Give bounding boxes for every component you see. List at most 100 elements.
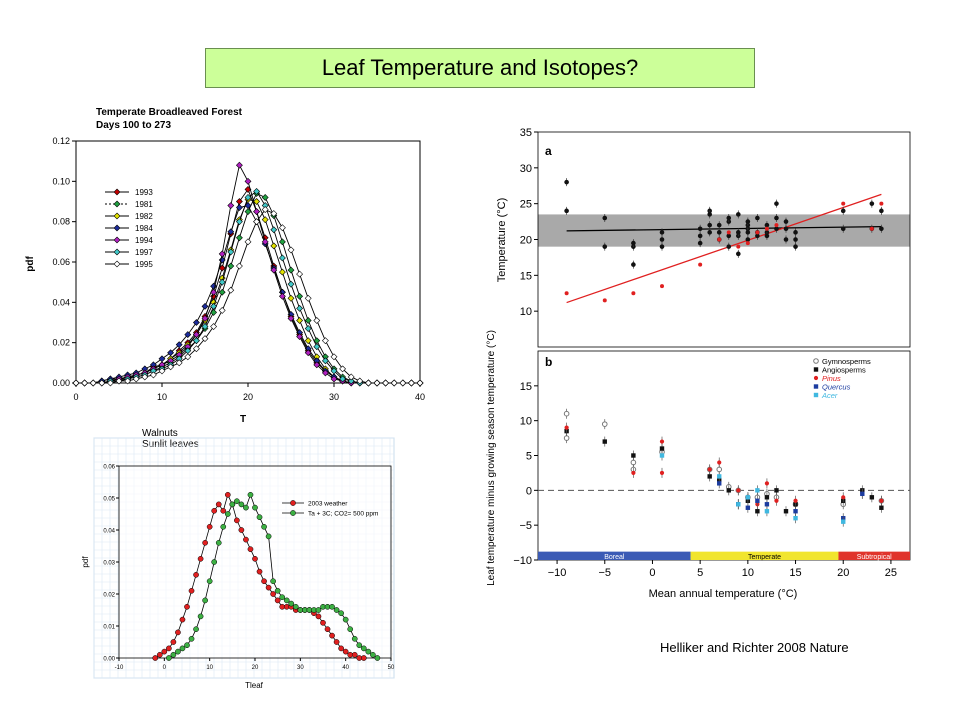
panel-a-red-point xyxy=(755,230,760,235)
panel-b-xtick-label: 5 xyxy=(697,567,703,579)
forest-point xyxy=(321,369,329,377)
panel-a-black-point xyxy=(840,208,846,214)
forest-point xyxy=(278,224,286,232)
forest-point xyxy=(115,377,123,385)
walnut-point xyxy=(243,504,249,511)
forest-point xyxy=(313,361,321,369)
panel-b-xtick-label: −10 xyxy=(548,567,567,579)
walnut-point xyxy=(184,642,190,649)
panel-b-xtick-label: 10 xyxy=(742,567,754,579)
forest-point xyxy=(356,377,364,385)
panel-a-red-point xyxy=(564,291,569,296)
panel-a-black-point xyxy=(764,233,770,239)
walnut-point xyxy=(197,555,204,562)
forest-point xyxy=(296,333,304,341)
walnut-xtick-label: 40 xyxy=(342,665,349,671)
panel-a-black-point xyxy=(783,226,789,232)
forest-point xyxy=(210,323,218,330)
panel-b-legend-marker xyxy=(813,375,819,381)
walnut-subtitle: Sunlit leaves xyxy=(142,439,199,450)
forest-point xyxy=(253,187,261,195)
panel-a-black-point xyxy=(793,230,798,235)
walnut-point xyxy=(315,613,322,620)
walnut-xtick-label: 30 xyxy=(297,665,304,671)
walnut-point xyxy=(347,626,354,633)
forest-ylabel: pdf xyxy=(25,256,36,272)
panel-a-black-point xyxy=(697,240,703,246)
forest-point xyxy=(390,379,398,387)
forest-point xyxy=(158,367,166,375)
walnut-ytick-label: 0.03 xyxy=(103,561,115,567)
panel-a-black-point xyxy=(793,244,798,249)
forest-point xyxy=(201,323,209,330)
walnut-xlabel: Tleaf xyxy=(245,681,264,690)
walnut-point xyxy=(220,523,227,530)
walnut-ytick-label: 0.06 xyxy=(103,465,115,471)
forest-point xyxy=(304,349,312,357)
forest-point xyxy=(364,379,372,387)
panel-a-black-point xyxy=(716,230,722,235)
panel-b-zone-bar xyxy=(690,551,839,560)
panel-a-black-point xyxy=(736,251,741,257)
forest-point xyxy=(253,198,261,205)
panel-b-legend-marker xyxy=(813,384,819,389)
forest-legend-label: 1984 xyxy=(135,224,153,233)
panel-a-black-point xyxy=(564,179,569,185)
panel-a-black-point xyxy=(697,226,703,232)
panel-a-black-point xyxy=(783,237,789,242)
forest-point xyxy=(253,208,261,216)
walnut-point xyxy=(288,600,295,607)
forest-point xyxy=(227,202,235,209)
forest-point xyxy=(339,375,347,383)
walnut-point xyxy=(329,632,335,639)
forest-point xyxy=(184,353,192,361)
walnut-point xyxy=(166,655,172,661)
walnut-point xyxy=(170,651,177,658)
forest-xtick-label: 10 xyxy=(157,392,167,402)
walnut-point xyxy=(360,655,367,661)
walnut-point xyxy=(247,491,254,498)
walnut-point xyxy=(188,635,195,642)
panel-a-black-point xyxy=(869,201,875,206)
forest-point xyxy=(270,266,278,274)
panel-a-black-point xyxy=(726,244,732,249)
panel-a-black-point xyxy=(726,233,732,239)
panel-b-acer-point xyxy=(793,516,798,521)
forest-point xyxy=(399,379,407,387)
panel-b-angiosperms-point xyxy=(707,474,712,479)
panel-a-black-point xyxy=(840,226,846,232)
walnut-xtick-label: 20 xyxy=(252,665,259,671)
panel-b-xtick-label: 0 xyxy=(649,567,655,579)
forest-legend-marker xyxy=(113,236,121,244)
panel-b-quercus-point xyxy=(793,509,798,514)
walnut-point xyxy=(261,578,267,585)
walnut-legend-marker xyxy=(290,510,296,516)
panel-a-label: a xyxy=(545,144,552,158)
forest-point xyxy=(227,262,235,270)
panel-b-legend-label: Angiosperms xyxy=(822,366,866,375)
walnut-point xyxy=(342,648,349,655)
walnut-point xyxy=(166,645,172,652)
forest-point xyxy=(296,292,304,300)
panel-a-red-point xyxy=(774,223,779,228)
panel-a-ytick-label: 15 xyxy=(520,270,532,282)
walnut-point xyxy=(270,591,276,597)
forest-point xyxy=(192,319,200,326)
forest-point xyxy=(330,367,338,375)
panel-a-red-point xyxy=(660,284,664,289)
panel-a-black-point xyxy=(745,230,751,235)
slide-title: Leaf Temperature and Isotopes? xyxy=(205,48,755,88)
walnut-point xyxy=(342,616,349,623)
forest-point xyxy=(373,379,381,387)
forest-point xyxy=(330,375,338,383)
forest-point xyxy=(296,317,304,324)
panel-a-red-point xyxy=(764,226,769,231)
panel-a-red-point xyxy=(869,226,874,231)
forest-ytick-label: 0.12 xyxy=(52,136,70,146)
walnut-point xyxy=(338,610,344,617)
walnut-point xyxy=(193,571,199,578)
panel-a-black-point xyxy=(736,212,741,217)
panel-a-red-point xyxy=(745,241,750,246)
panel-b-angiosperms-point xyxy=(764,495,770,500)
